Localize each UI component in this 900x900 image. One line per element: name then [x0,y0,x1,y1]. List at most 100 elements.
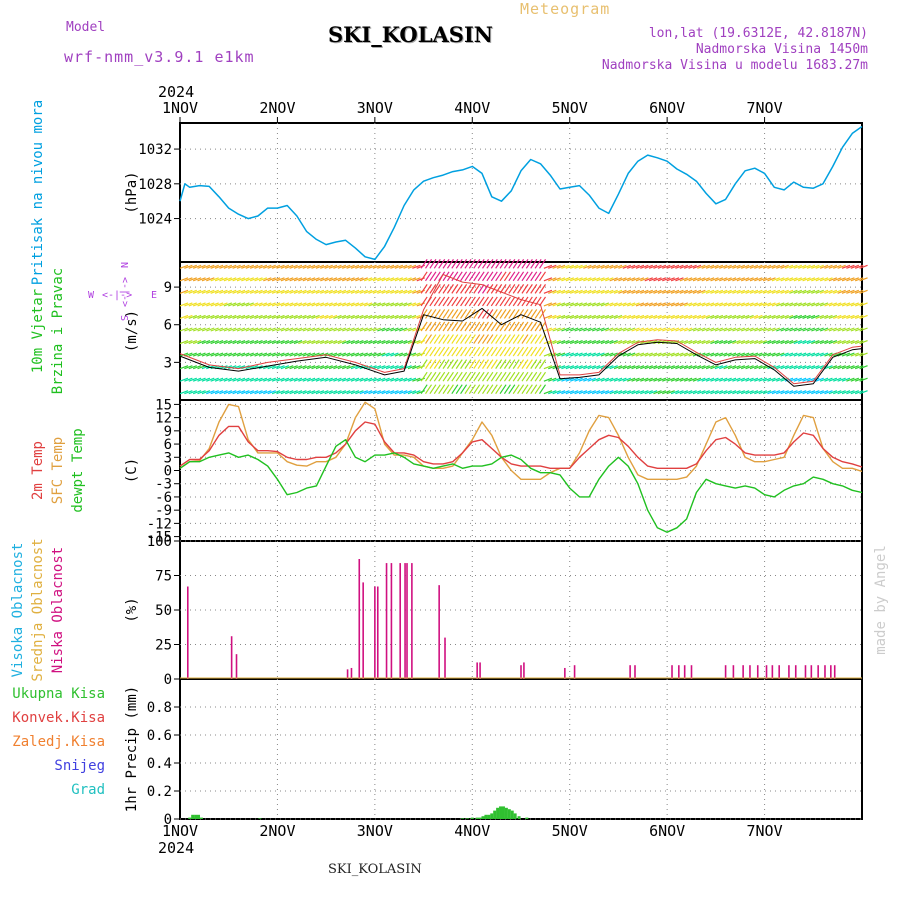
y-tick-label: 1024 [138,212,172,228]
wind-barb [613,277,623,282]
wind-barb [363,302,373,307]
wind-barb [797,302,807,307]
wind-barb [631,377,640,382]
wind-barb [499,371,507,382]
wind-barb [385,302,395,307]
wind-barb [701,314,710,320]
wind-barb [701,377,710,382]
wind-barb [420,359,428,369]
wind-barb [512,271,520,282]
wind-barb [626,277,636,282]
wind-barb [727,327,737,332]
y-tick-label: 9 [164,280,172,296]
wind-barb [552,377,561,382]
wind-barb [390,365,399,370]
wind-barb [833,277,842,282]
wind-barb [635,314,645,320]
wind-barb [403,314,412,320]
wind-barb [350,277,360,282]
wind-barb [468,296,476,307]
wind-barb [420,258,428,269]
wind-barb [767,327,776,332]
wind-barb [214,277,224,282]
wind-barb [705,365,715,370]
wind-barb [815,327,824,332]
wind-barb [723,365,732,370]
wind-barb [306,339,316,345]
wind-barb [337,365,347,370]
wind-barb [644,302,653,307]
wind-barb [727,339,737,345]
wind-barb [824,352,833,357]
wind-barb [184,289,193,294]
wind-barb [495,284,503,294]
wind-barb [719,277,728,282]
wind-barb [648,377,658,382]
wind-barb [499,334,507,344]
wind-barb [219,390,228,395]
wind-barb [815,390,824,395]
wind-barb [539,284,547,294]
wind-barb [591,302,601,307]
wind-barb [280,302,290,307]
temp-2m-line [179,421,863,469]
wind-barb [482,309,490,319]
wind-barb [618,377,627,382]
wind-barb [841,390,851,395]
wind-barb [525,384,533,395]
wind-barb [552,327,561,332]
wind-barb [192,339,202,345]
wind-barb [591,390,601,395]
wind-barb [574,302,583,307]
wind-barb [241,264,250,269]
wind-barb [552,390,561,395]
wind-barb [499,321,507,332]
wind-barb [613,377,623,382]
wind-barb [302,365,311,370]
wind-barb [670,314,680,320]
wind-barb [819,377,829,382]
wind-barb [460,271,468,282]
wind-barb [824,327,833,332]
wind-barb [512,284,520,294]
wind-barb [556,302,566,307]
wind-barb [245,264,254,269]
x-tick-label-top: 5NOV [552,99,588,117]
wind-barb [228,302,237,307]
wind-barb [859,327,868,332]
wind-barb [355,390,364,395]
wind-barb [749,277,759,282]
wind-barb [267,277,276,282]
wind-barb [285,277,294,282]
wind-barb [512,371,520,382]
wind-barb [394,289,404,294]
wind-barb [210,289,219,294]
wind-barb [525,271,533,282]
wind-barb [499,271,507,282]
wind-barb [320,264,329,269]
wind-barb [363,352,373,357]
wind-barb [723,314,732,320]
wind-barb [337,327,347,332]
wind-barb [219,327,228,332]
wind-barb [609,327,618,332]
wind-barb [587,314,596,320]
wind-barb [403,339,412,345]
wind-barb [442,334,450,344]
wind-barb [429,334,437,344]
wind-barb [223,327,233,332]
wind-barb [758,302,767,307]
wind-barb [613,314,623,320]
wind-barb [740,314,750,320]
wind-barb [320,327,329,332]
wind-barb [662,314,671,320]
wind-barb [385,377,395,382]
wind-barb [837,289,846,294]
wind-barb [745,377,754,382]
precip-legend-label: Snijeg [54,758,105,774]
wind-barb [315,289,325,294]
wind-barb [670,289,680,294]
wind-barb [490,384,498,395]
wind-barb [767,352,776,357]
wind-barb [552,277,561,282]
